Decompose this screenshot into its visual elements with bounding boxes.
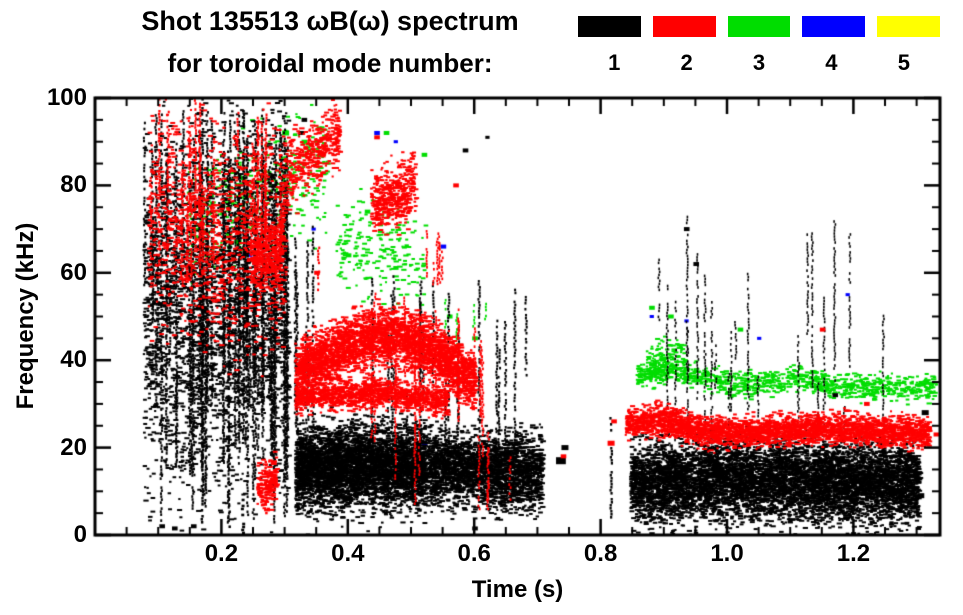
x-axis-title: Time (s) xyxy=(471,576,564,603)
y-axis-title: Frequency (kHz) xyxy=(12,222,39,410)
